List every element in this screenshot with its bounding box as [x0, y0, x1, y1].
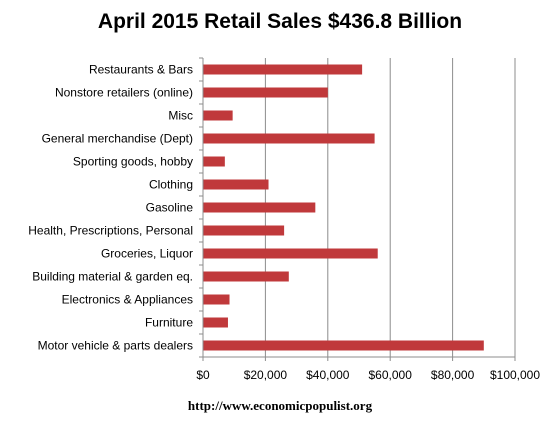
category-label: Gasoline — [146, 201, 194, 215]
category-label: Building material & garden eq. — [32, 270, 193, 284]
chart-title: April 2015 Retail Sales $436.8 Billion — [97, 10, 463, 33]
bar — [203, 202, 316, 213]
category-label: Groceries, Liquor — [101, 247, 193, 261]
x-tick-label: $80,000 — [431, 368, 475, 382]
bar — [203, 294, 230, 305]
x-tick-label: $100,000 — [490, 368, 540, 382]
category-label: Motor vehicle & parts dealers — [38, 339, 193, 353]
bar — [203, 225, 285, 236]
category-label: Furniture — [145, 316, 193, 330]
bars — [203, 64, 484, 351]
axes — [199, 57, 516, 361]
source-url: http://www.economicpopulist.org — [187, 398, 373, 413]
category-label: Sporting goods, hobby — [73, 155, 193, 169]
bar — [203, 156, 225, 167]
bar — [203, 179, 269, 190]
bar — [203, 133, 375, 144]
x-tick-label: $20,000 — [244, 368, 288, 382]
bar — [203, 317, 228, 328]
bar — [203, 64, 363, 75]
bar — [203, 271, 289, 282]
bar — [203, 340, 484, 351]
category-label: Nonstore retailers (online) — [55, 86, 193, 100]
x-tick-label: $40,000 — [306, 368, 350, 382]
x-tick-label: $0 — [196, 368, 210, 382]
x-tick-label: $60,000 — [369, 368, 413, 382]
category-label: Electronics & Appliances — [62, 293, 193, 307]
category-label: Misc — [168, 109, 193, 123]
x-tick-labels: $0 $20,000 $40,000 $60,000 $80,000 $100,000 — [196, 368, 540, 382]
bar — [203, 110, 233, 121]
category-label: General merchandise (Dept) — [42, 132, 193, 146]
category-labels: Restaurants & Bars Nonstore retailers (on… — [28, 63, 193, 353]
bar — [203, 87, 328, 98]
category-label: Clothing — [149, 178, 193, 192]
category-label: Restaurants & Bars — [89, 63, 193, 77]
category-label: Health, Prescriptions, Personal — [28, 224, 193, 238]
bar — [203, 248, 378, 259]
